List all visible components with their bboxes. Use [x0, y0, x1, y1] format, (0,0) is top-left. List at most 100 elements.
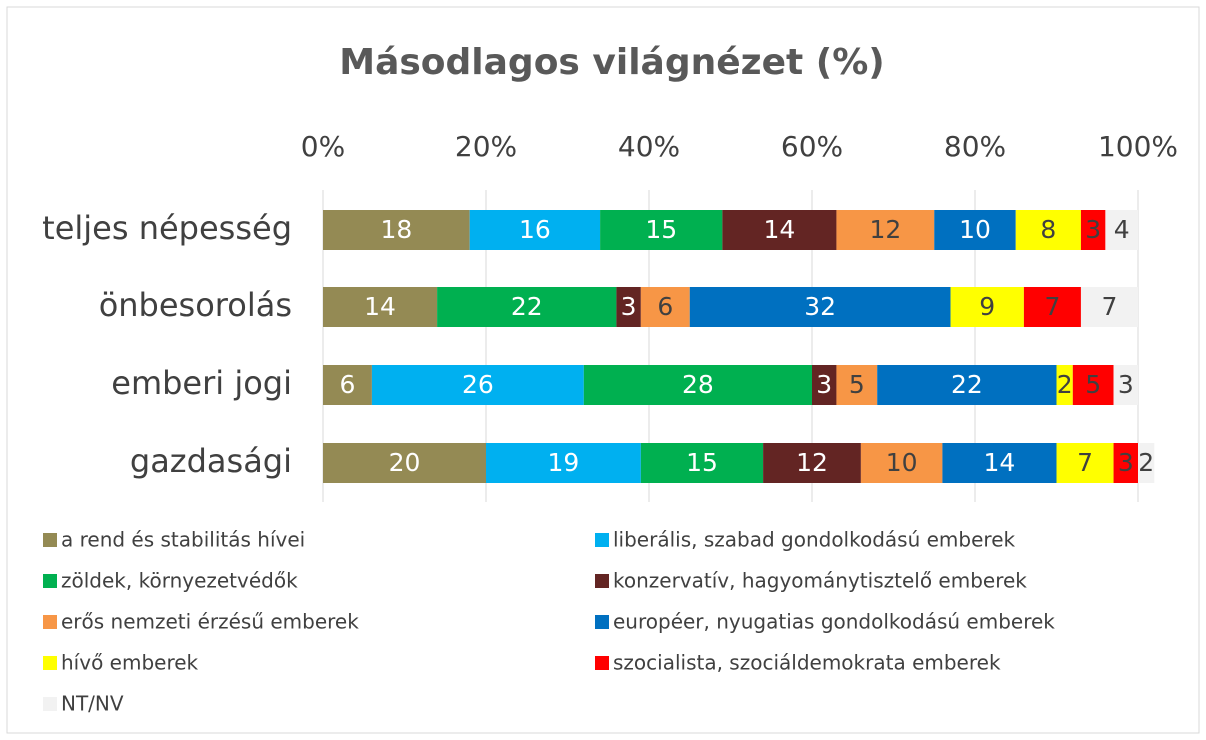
bar-segment	[1056, 365, 1073, 405]
legend-swatch	[43, 533, 57, 547]
data-label: 5	[849, 370, 865, 399]
bar-segment	[689, 287, 951, 327]
bar-segment	[323, 287, 438, 327]
data-label: 7	[1077, 448, 1093, 477]
legend-swatch	[43, 615, 57, 629]
bar-segment	[812, 365, 837, 405]
bar-segment	[640, 443, 764, 483]
x-tick-label: 0%	[301, 130, 345, 163]
data-label: 7	[1044, 292, 1060, 321]
data-label: 19	[548, 448, 580, 477]
y-tick-label: önbesorolás	[99, 286, 292, 324]
legend-swatch	[595, 656, 609, 670]
data-label: 4	[1114, 215, 1130, 244]
legend-label: liberális, szabad gondolkodású emberek	[613, 528, 1015, 552]
bar-segment	[1015, 210, 1081, 250]
bar-segment	[1056, 443, 1114, 483]
bar-segment	[640, 287, 690, 327]
x-tick-label: 20%	[455, 130, 517, 163]
bar-segment	[942, 443, 1057, 483]
data-label: 3	[1085, 215, 1101, 244]
bar-segment	[616, 287, 641, 327]
data-label: 6	[339, 370, 355, 399]
bar-segment	[877, 365, 1057, 405]
data-label: 8	[1040, 215, 1056, 244]
bar-segment	[1113, 365, 1138, 405]
bar-segment	[1072, 365, 1114, 405]
data-label: 5	[1085, 370, 1101, 399]
bar-segment	[722, 210, 837, 250]
bar-segment	[323, 365, 372, 405]
bar-segment	[323, 210, 470, 250]
data-label: 16	[519, 215, 551, 244]
bar-segment	[763, 443, 861, 483]
data-label: 3	[1118, 448, 1134, 477]
data-label: 14	[984, 448, 1016, 477]
legend-swatch	[595, 574, 609, 588]
bar-segment	[486, 443, 641, 483]
data-label: 10	[959, 215, 991, 244]
bar-segment	[860, 443, 943, 483]
bar-segment	[371, 365, 584, 405]
data-label: 22	[951, 370, 983, 399]
data-label: 15	[686, 448, 718, 477]
bar-segment	[1105, 210, 1138, 250]
data-label: 32	[804, 292, 836, 321]
data-label: 14	[364, 292, 396, 321]
data-label: 6	[657, 292, 673, 321]
legend-label: hívő emberek	[61, 651, 199, 675]
y-tick-label: gazdasági	[130, 442, 292, 480]
bar-segment	[836, 210, 935, 250]
data-label: 15	[645, 215, 677, 244]
legend-label: européer, nyugatias gondolkodású emberek	[613, 610, 1055, 634]
data-label: 9	[979, 292, 995, 321]
legend-label: NT/NV	[61, 692, 124, 716]
data-label: 14	[763, 215, 795, 244]
legend-label: zöldek, környezetvédők	[61, 569, 298, 593]
x-tick-label: 60%	[781, 130, 843, 163]
data-label: 20	[389, 448, 421, 477]
legend-swatch	[43, 656, 57, 670]
data-label: 22	[511, 292, 543, 321]
bar-segment	[934, 210, 1016, 250]
bar-segment	[1113, 443, 1138, 483]
data-label: 3	[1118, 370, 1134, 399]
legend-label: konzervatív, hagyománytisztelő emberek	[613, 569, 1027, 593]
bar-segment	[1023, 287, 1081, 327]
legend-swatch	[43, 574, 57, 588]
chart-title: Másodlagos világnézet (%)	[339, 42, 884, 83]
bar-segment	[950, 287, 1024, 327]
bar-segment	[1138, 443, 1155, 483]
legend-swatch	[43, 697, 57, 711]
legend-swatch	[595, 533, 609, 547]
legend-label: szocialista, szociáldemokrata emberek	[613, 651, 1001, 675]
data-label: 12	[796, 448, 828, 477]
data-label: 2	[1138, 448, 1154, 477]
data-label: 18	[380, 215, 412, 244]
data-label: 3	[621, 292, 637, 321]
data-label: 28	[682, 370, 714, 399]
bar-segment	[583, 365, 812, 405]
legend-label: a rend és stabilitás hívei	[61, 528, 305, 552]
bar-segment	[600, 210, 723, 250]
data-label: 26	[462, 370, 494, 399]
x-tick-label: 100%	[1098, 130, 1178, 163]
data-label: 7	[1102, 292, 1118, 321]
bar-segment	[1080, 287, 1138, 327]
legend-swatch	[595, 615, 609, 629]
bar-segment	[469, 210, 601, 250]
data-label: 10	[886, 448, 918, 477]
data-label: 3	[816, 370, 832, 399]
bar-segment	[437, 287, 617, 327]
bar-segment	[323, 443, 486, 483]
data-label: 2	[1057, 370, 1073, 399]
bar-segment	[836, 365, 878, 405]
x-tick-label: 40%	[618, 130, 680, 163]
y-tick-label: emberi jogi	[111, 364, 292, 402]
x-tick-label: 80%	[944, 130, 1006, 163]
bar-segment	[1080, 210, 1106, 250]
data-label: 12	[869, 215, 901, 244]
legend-label: erős nemzeti érzésű emberek	[61, 610, 359, 634]
y-tick-label: teljes népesség	[42, 209, 292, 247]
